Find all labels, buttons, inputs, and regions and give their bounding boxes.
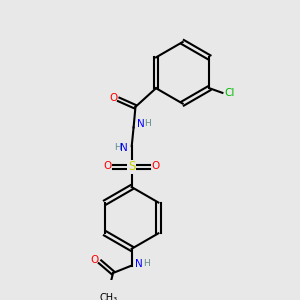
- Text: H: H: [114, 143, 121, 152]
- Text: O: O: [152, 161, 160, 171]
- Text: N: N: [120, 143, 128, 153]
- Text: S: S: [128, 160, 135, 173]
- Text: N: N: [137, 119, 145, 129]
- Text: O: O: [109, 92, 117, 103]
- Text: O: O: [90, 255, 98, 265]
- Text: Cl: Cl: [225, 88, 235, 98]
- Text: CH₃: CH₃: [99, 293, 118, 300]
- Text: H: H: [143, 259, 150, 268]
- Text: H: H: [144, 119, 151, 128]
- Text: N: N: [135, 259, 143, 269]
- Text: O: O: [103, 161, 112, 171]
